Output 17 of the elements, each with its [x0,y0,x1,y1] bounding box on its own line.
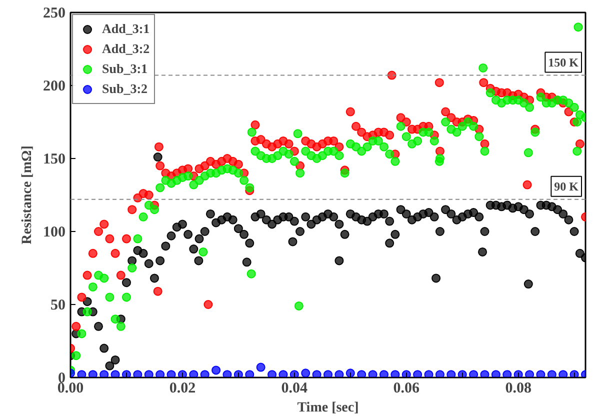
x-axis-title: Time [sec] [297,400,359,416]
ref-line-label: 90 K [554,179,580,194]
x-tick-label: 0.04 [281,380,308,396]
y-tick-label: 150 [43,152,66,168]
y-tick-label: 50 [50,298,66,314]
legend-label: Sub_3:2 [102,81,148,97]
y-tick-label: 200 [43,78,66,94]
x-tick-label: 0.02 [169,380,196,396]
x-tick-label: 0.06 [393,380,420,396]
x-tick-label: 0.08 [505,380,532,396]
y-tick-label: 250 [43,6,66,22]
legend-label: Add_3:1 [102,21,150,37]
ref-line-label: 150 K [548,55,580,70]
y-tick-label: 100 [43,224,66,240]
legend-label: Add_3:2 [102,41,150,57]
y-axis-title: Resistance [mΩ] [20,146,35,244]
legend-label: Sub_3:1 [102,61,148,77]
